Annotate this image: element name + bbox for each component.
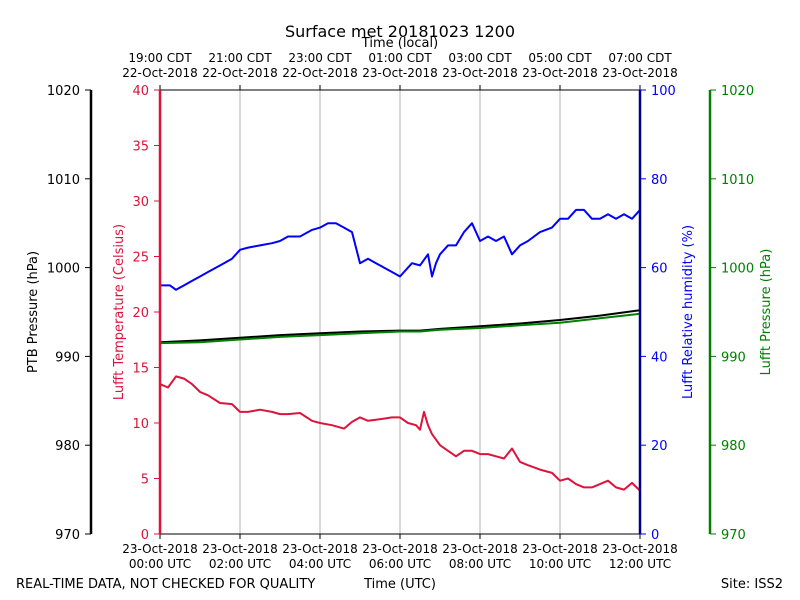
humidity-tick-label: 60 [651, 262, 668, 277]
temperature-tick-label: 40 [132, 84, 149, 99]
ptb-pressure-tick-label: 1020 [47, 84, 80, 99]
top-tick-time: 19:00 CDT [128, 51, 192, 65]
temperature-tick-label: 5 [141, 473, 149, 488]
bottom-tick-date: 23-Oct-2018 [122, 542, 198, 556]
temperature-tick-label: 30 [132, 195, 149, 210]
lufft-pressure-tick-label: 1010 [721, 173, 754, 188]
bottom-tick-time: 04:00 UTC [289, 557, 351, 571]
top-tick-date: 23-Oct-2018 [362, 66, 438, 80]
top-tick-date: 23-Oct-2018 [442, 66, 518, 80]
bottom-tick-date: 23-Oct-2018 [202, 542, 278, 556]
top-tick-time: 01:00 CDT [368, 51, 432, 65]
humidity-axis-label: Lufft Relative humidity (%) [681, 225, 696, 399]
bottom-tick-date: 23-Oct-2018 [362, 542, 438, 556]
temperature-tick-label: 0 [141, 528, 149, 543]
lufft-pressure-axis-label: Lufft Pressure (hPa) [759, 249, 774, 376]
temperature-tick-label: 20 [132, 306, 149, 321]
bottom-tick-date: 23-Oct-2018 [442, 542, 518, 556]
top-tick-date: 22-Oct-2018 [202, 66, 278, 80]
bottom-tick-date: 23-Oct-2018 [522, 542, 598, 556]
temperature-tick-label: 15 [132, 362, 149, 377]
ptb-pressure-axis-label: PTB Pressure (hPa) [26, 251, 41, 373]
humidity-tick-label: 100 [651, 84, 676, 99]
top-tick-time: 23:00 CDT [288, 51, 352, 65]
lufft-pressure-tick-label: 980 [721, 439, 746, 454]
lufft-pressure-tick-label: 1020 [721, 84, 754, 99]
lufft-pressure-tick-label: 990 [721, 350, 746, 365]
temperature-axis-label: Lufft Temperature (Celsius) [112, 224, 127, 400]
top-tick-time: 21:00 CDT [208, 51, 272, 65]
bottom-tick-time: 02:00 UTC [209, 557, 271, 571]
bottom-tick-time: 08:00 UTC [449, 557, 511, 571]
chart-title: Surface met 20181023 1200 [285, 22, 515, 41]
lufft-pressure-line [159, 312, 641, 345]
top-tick-time: 03:00 CDT [448, 51, 512, 65]
top-tick-date: 22-Oct-2018 [122, 66, 198, 80]
top-tick-time: 07:00 CDT [608, 51, 672, 65]
top-axis-label: Time (local) [361, 36, 438, 51]
ptb-pressure-tick-label: 990 [55, 350, 80, 365]
ptb-pressure-tick-label: 970 [55, 528, 80, 543]
humidity-tick-label: 40 [651, 350, 668, 365]
humidity-tick-label: 0 [651, 528, 659, 543]
top-tick-date: 23-Oct-2018 [522, 66, 598, 80]
ptb-pressure-tick-label: 1000 [47, 262, 80, 277]
humidity-tick-label: 20 [651, 439, 668, 454]
lufft-temperature-line [159, 375, 641, 492]
series-group [159, 208, 641, 492]
lufft-pressure-tick-label: 970 [721, 528, 746, 543]
lufft-pressure-tick-label: 1000 [721, 262, 754, 277]
site-label: Site: ISS2 [721, 577, 783, 592]
bottom-tick-time: 00:00 UTC [129, 557, 191, 571]
bottom-tick-date: 23-Oct-2018 [602, 542, 678, 556]
bottom-axis-label: Time (UTC) [363, 577, 436, 592]
ptb-pressure-tick-label: 1010 [47, 173, 80, 188]
temperature-tick-label: 35 [132, 140, 149, 155]
top-tick-time: 05:00 CDT [528, 51, 592, 65]
ptb-pressure-tick-label: 980 [55, 439, 80, 454]
bottom-tick-time: 06:00 UTC [369, 557, 431, 571]
lufft-relative-humidity-line [160, 208, 641, 291]
bottom-tick-time: 12:00 UTC [609, 557, 671, 571]
temperature-tick-label: 25 [132, 251, 149, 266]
grid-lines [239, 90, 561, 534]
top-tick-date: 22-Oct-2018 [282, 66, 358, 80]
top-tick-date: 23-Oct-2018 [602, 66, 678, 80]
bottom-tick-time: 10:00 UTC [529, 557, 591, 571]
humidity-tick-label: 80 [651, 173, 668, 188]
temperature-tick-label: 10 [132, 417, 149, 432]
bottom-tick-date: 23-Oct-2018 [282, 542, 358, 556]
footer-quality-note: REAL-TIME DATA, NOT CHECKED FOR QUALITY [16, 577, 315, 592]
